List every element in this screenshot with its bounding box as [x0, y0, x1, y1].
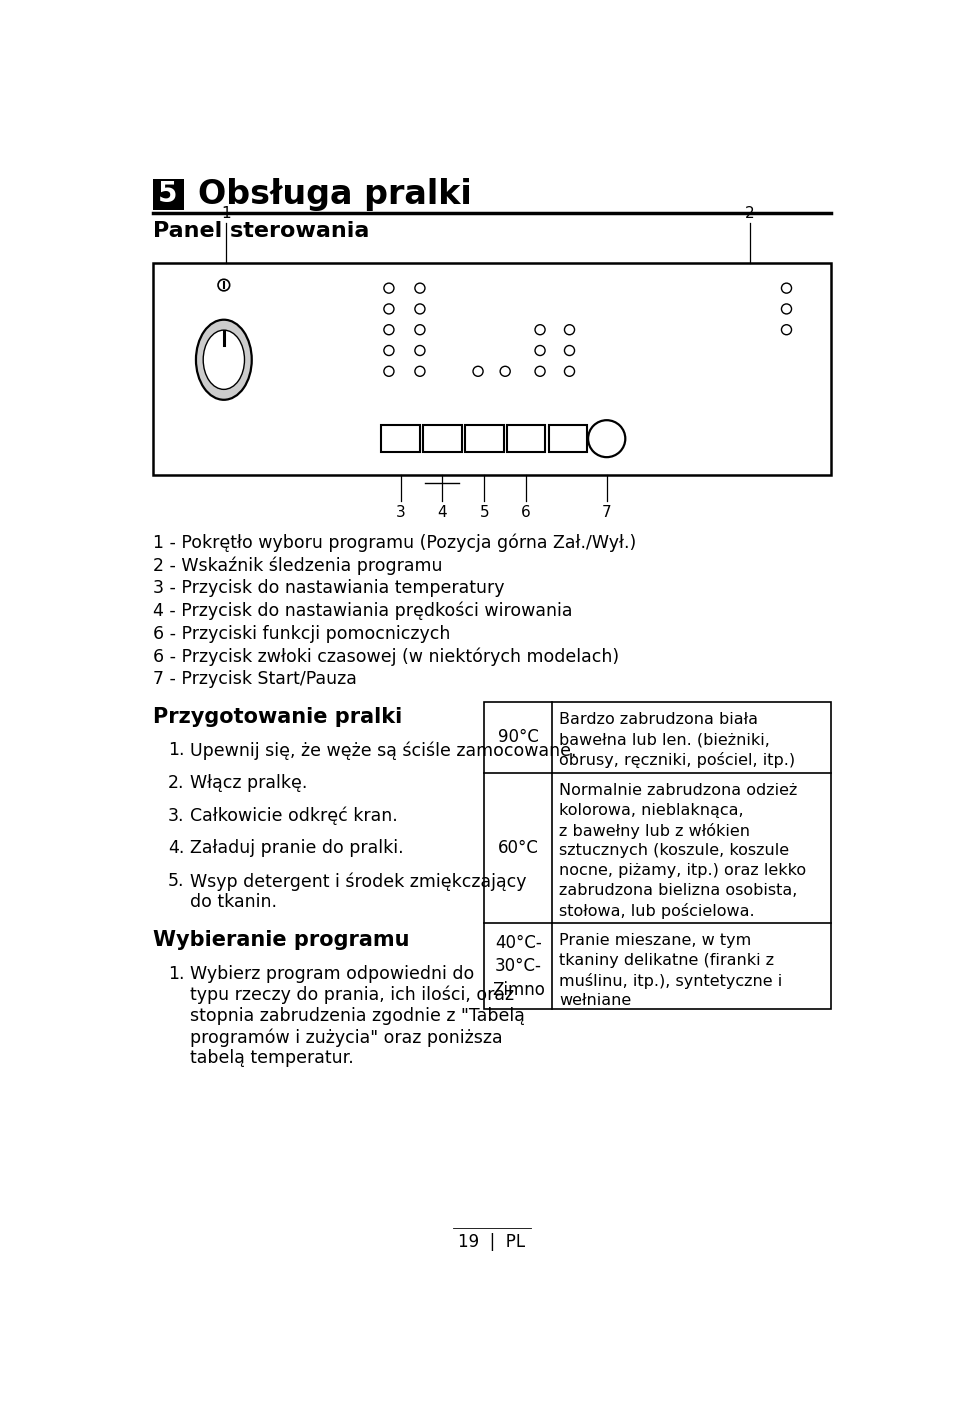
- Text: 4: 4: [438, 504, 447, 520]
- Text: obrusy, ręczniki, pościel, itp.): obrusy, ręczniki, pościel, itp.): [560, 752, 796, 769]
- Text: 7: 7: [602, 504, 612, 520]
- Text: Wsyp detergent i środek zmiękczający: Wsyp detergent i środek zmiękczający: [190, 872, 526, 890]
- Text: programów i zużycia" oraz poniższa: programów i zużycia" oraz poniższa: [190, 1029, 502, 1047]
- Text: muślinu, itp.), syntetyczne i: muślinu, itp.), syntetyczne i: [560, 974, 782, 989]
- Text: Bardzo zabrudzona biała: Bardzo zabrudzona biała: [560, 712, 758, 728]
- FancyBboxPatch shape: [423, 425, 462, 452]
- Text: 40°C-
30°C-
Zimno: 40°C- 30°C- Zimno: [492, 934, 544, 999]
- Text: 2: 2: [745, 206, 755, 222]
- Text: 19  |  PL: 19 | PL: [459, 1234, 525, 1251]
- Text: Przygotowanie pralki: Przygotowanie pralki: [153, 706, 402, 726]
- Text: 3.: 3.: [168, 807, 184, 825]
- Text: 5: 5: [158, 181, 178, 208]
- Text: Wybieranie programu: Wybieranie programu: [153, 930, 409, 950]
- Text: sztucznych (koszule, koszule: sztucznych (koszule, koszule: [560, 844, 789, 858]
- Text: stołowa, lub pościelowa.: stołowa, lub pościelowa.: [560, 903, 756, 918]
- Text: 3 - Przycisk do nastawiania temperatury: 3 - Przycisk do nastawiania temperatury: [153, 579, 504, 598]
- Text: 3: 3: [396, 504, 405, 520]
- Text: 90°C: 90°C: [498, 729, 539, 746]
- Text: zabrudzona bielizna osobista,: zabrudzona bielizna osobista,: [560, 883, 798, 899]
- Text: Pranie mieszane, w tym: Pranie mieszane, w tym: [560, 933, 752, 948]
- Text: 1 - Pokrętło wyboru programu (Pozycja górna Zał./Wył.): 1 - Pokrętło wyboru programu (Pozycja gó…: [153, 534, 636, 552]
- Text: z bawełny lub z włókien: z bawełny lub z włókien: [560, 822, 751, 839]
- Text: 6 - Przyciski funkcji pomocniczych: 6 - Przyciski funkcji pomocniczych: [153, 625, 450, 643]
- Text: 1.: 1.: [168, 965, 184, 982]
- Text: 4.: 4.: [168, 839, 184, 858]
- Text: 2 - Wskaźnik śledzenia programu: 2 - Wskaźnik śledzenia programu: [153, 557, 442, 575]
- FancyBboxPatch shape: [465, 425, 504, 452]
- Text: stopnia zabrudzenia zgodnie z "Tabelą: stopnia zabrudzenia zgodnie z "Tabelą: [190, 1007, 524, 1024]
- Text: Wybierz program odpowiedni do: Wybierz program odpowiedni do: [190, 965, 474, 982]
- Text: Całkowicie odkręć kran.: Całkowicie odkręć kran.: [190, 807, 397, 825]
- Text: tkaniny delikatne (firanki z: tkaniny delikatne (firanki z: [560, 952, 775, 968]
- Text: 60°C: 60°C: [498, 839, 539, 856]
- Text: 6: 6: [521, 504, 531, 520]
- Text: 5.: 5.: [168, 872, 184, 890]
- Text: 6 - Przycisk zwłoki czasowej (w niektórych modelach): 6 - Przycisk zwłoki czasowej (w niektóry…: [153, 647, 618, 666]
- FancyBboxPatch shape: [153, 179, 183, 209]
- Text: wełniane: wełniane: [560, 993, 632, 1007]
- Text: nocne, piżamy, itp.) oraz lekko: nocne, piżamy, itp.) oraz lekko: [560, 863, 806, 877]
- Text: Załaduj pranie do pralki.: Załaduj pranie do pralki.: [190, 839, 403, 858]
- Text: Obsługa pralki: Obsługa pralki: [198, 178, 471, 211]
- Ellipse shape: [204, 331, 245, 390]
- Text: do tkanin.: do tkanin.: [190, 893, 276, 911]
- Text: Normalnie zabrudzona odzież: Normalnie zabrudzona odzież: [560, 783, 798, 798]
- Text: Upewnij się, że węże są ściśle zamocowane.: Upewnij się, że węże są ściśle zamocowan…: [190, 742, 576, 760]
- Text: 1: 1: [222, 206, 231, 222]
- FancyBboxPatch shape: [548, 425, 588, 452]
- Text: bawełna lub len. (bieżniki,: bawełna lub len. (bieżniki,: [560, 732, 770, 747]
- FancyBboxPatch shape: [381, 425, 420, 452]
- Text: 5: 5: [479, 504, 489, 520]
- FancyBboxPatch shape: [484, 702, 831, 1009]
- Text: Panel sterowania: Panel sterowania: [153, 222, 369, 242]
- Text: kolorowa, nieblaknąca,: kolorowa, nieblaknąca,: [560, 803, 744, 818]
- FancyBboxPatch shape: [507, 425, 545, 452]
- Text: tabelą temperatur.: tabelą temperatur.: [190, 1050, 353, 1067]
- Text: 2.: 2.: [168, 774, 184, 793]
- Text: 1.: 1.: [168, 742, 184, 759]
- Ellipse shape: [196, 319, 252, 400]
- FancyBboxPatch shape: [153, 263, 831, 475]
- Text: 7 - Przycisk Start/Pauza: 7 - Przycisk Start/Pauza: [153, 670, 356, 688]
- Text: Włącz pralkę.: Włącz pralkę.: [190, 774, 307, 793]
- Text: 4 - Przycisk do nastawiania prędkości wirowania: 4 - Przycisk do nastawiania prędkości wi…: [153, 602, 572, 620]
- Text: typu rzeczy do prania, ich ilości, oraz: typu rzeczy do prania, ich ilości, oraz: [190, 986, 514, 1005]
